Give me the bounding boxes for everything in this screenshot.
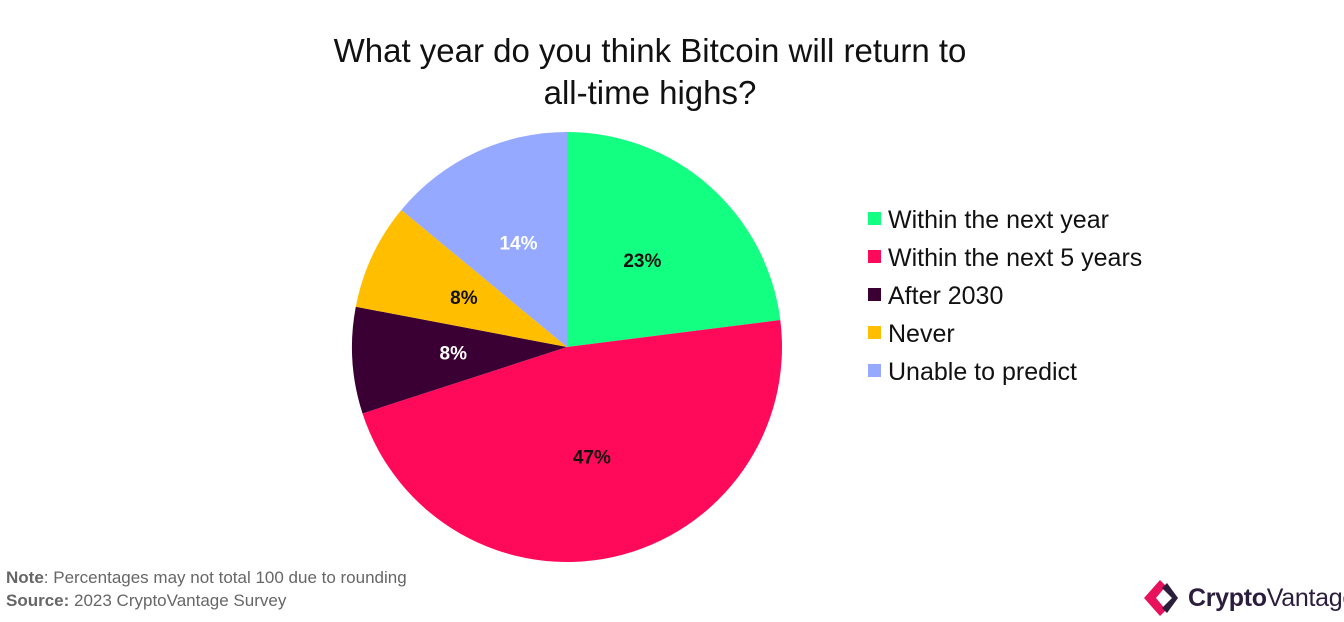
legend-item: Never	[868, 318, 1158, 351]
pie-slice	[362, 320, 783, 563]
pie-slice	[352, 306, 567, 414]
pie-slice	[567, 132, 781, 347]
legend-swatch	[868, 288, 881, 301]
legend-item: Within the next 5 years	[868, 242, 1158, 275]
note-line: Note: Percentages may not total 100 due …	[6, 566, 407, 589]
pie-slice-label: 23%	[623, 251, 661, 272]
legend-label: After 2030	[888, 282, 1004, 310]
source-line: Source: 2023 CryptoVantage Survey	[6, 589, 407, 612]
pie-slice-label: 8%	[440, 344, 468, 365]
pie-slice-label: 14%	[499, 233, 537, 254]
source-text: 2023 CryptoVantage Survey	[69, 591, 287, 610]
note-text: : Percentages may not total 100 due to r…	[43, 568, 407, 587]
chart-legend: Within the next year Within the next 5 y…	[868, 204, 1158, 394]
chart-title-line-2: all-time highs?	[543, 74, 757, 111]
source-label: Source:	[6, 591, 70, 610]
brand-name: CryptoVantage	[1188, 584, 1344, 613]
diamond-chevron-icon	[1144, 580, 1178, 616]
legend-label: Unable to predict	[888, 358, 1078, 386]
legend-item: After 2030	[868, 280, 1158, 313]
legend-swatch	[868, 212, 881, 225]
logo-right-shape	[1162, 583, 1178, 613]
note-label: Note	[6, 568, 44, 587]
brand-logo: CryptoVantage	[1140, 578, 1344, 618]
brand-name-part-2: Vantage	[1266, 583, 1344, 612]
chart-title: What year do you think Bitcoin will retu…	[250, 30, 1050, 114]
pie-slice-label: 47%	[573, 448, 611, 469]
legend-label: Never	[888, 320, 955, 348]
legend-swatch	[868, 364, 881, 377]
legend-swatch	[868, 326, 881, 339]
legend-item: Within the next year	[868, 204, 1158, 237]
brand-name-part-1: Crypto	[1188, 583, 1267, 612]
logo-left-shape	[1144, 580, 1166, 616]
chart-title-line-1: What year do you think Bitcoin will retu…	[333, 32, 967, 69]
legend-item: Unable to predict	[868, 356, 1158, 389]
pie-slice	[401, 132, 567, 347]
legend-label: Within the next 5 years	[888, 244, 1143, 272]
legend-label: Within the next year	[888, 206, 1109, 234]
legend-swatch	[868, 250, 881, 263]
pie-slice	[355, 209, 567, 347]
pie-slice-label: 8%	[450, 288, 478, 309]
chart-footnote: Note: Percentages may not total 100 due …	[6, 566, 407, 612]
